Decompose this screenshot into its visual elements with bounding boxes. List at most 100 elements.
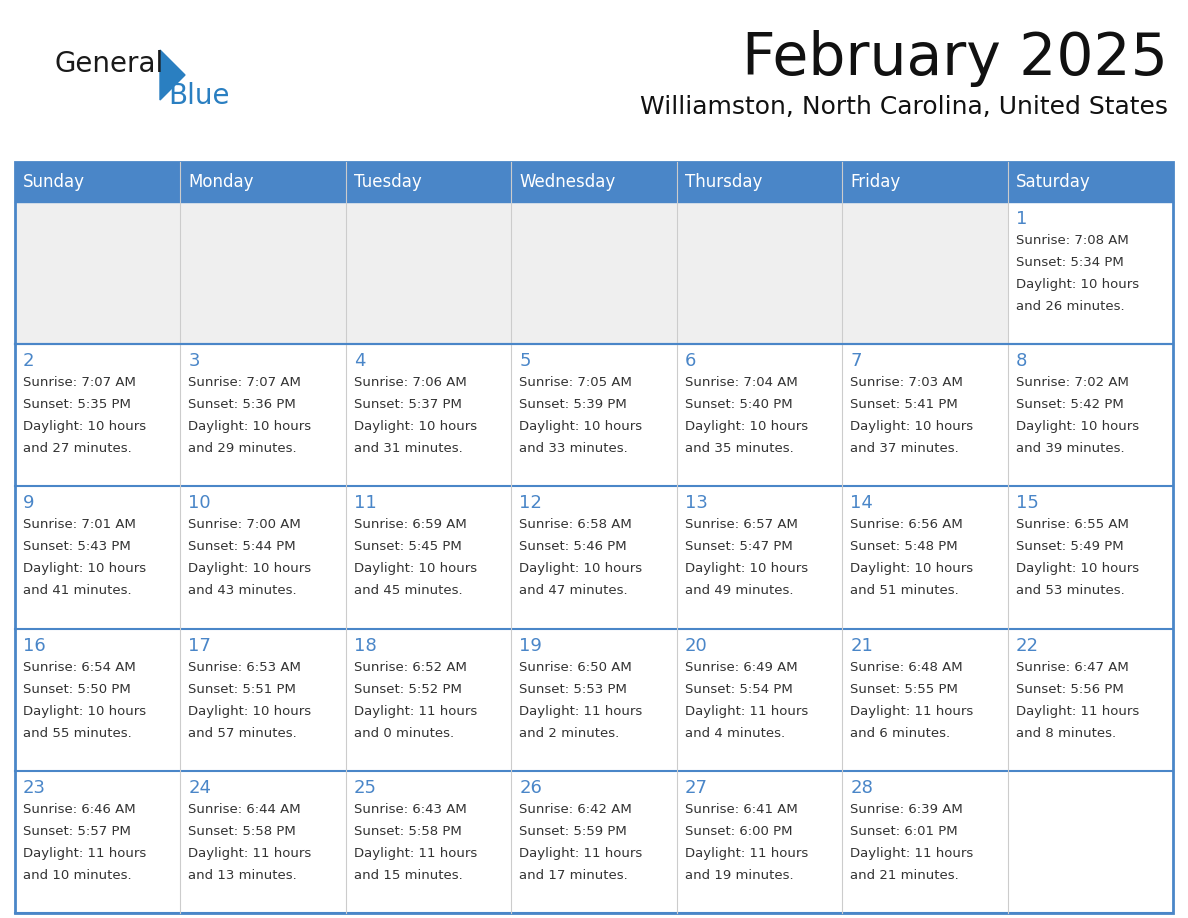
Text: Daylight: 11 hours: Daylight: 11 hours — [354, 705, 478, 718]
Text: Sunrise: 6:47 AM: Sunrise: 6:47 AM — [1016, 661, 1129, 674]
Text: 21: 21 — [851, 636, 873, 655]
Text: Sunrise: 7:07 AM: Sunrise: 7:07 AM — [23, 376, 135, 389]
Text: 23: 23 — [23, 778, 46, 797]
Text: and 41 minutes.: and 41 minutes. — [23, 585, 132, 598]
Text: and 4 minutes.: and 4 minutes. — [684, 727, 785, 740]
Text: Daylight: 10 hours: Daylight: 10 hours — [189, 563, 311, 576]
Text: 28: 28 — [851, 778, 873, 797]
Text: and 19 minutes.: and 19 minutes. — [684, 868, 794, 882]
Text: Sunrise: 7:03 AM: Sunrise: 7:03 AM — [851, 376, 963, 389]
Text: Sunrise: 7:02 AM: Sunrise: 7:02 AM — [1016, 376, 1129, 389]
Text: Daylight: 10 hours: Daylight: 10 hours — [23, 705, 146, 718]
Bar — [1007, 344, 1173, 487]
Bar — [15, 202, 181, 344]
Bar — [15, 487, 181, 629]
Text: 4: 4 — [354, 353, 366, 370]
Text: Sunrise: 7:04 AM: Sunrise: 7:04 AM — [684, 376, 797, 389]
Text: 1: 1 — [1016, 210, 1026, 228]
Bar — [677, 344, 842, 487]
Text: Sunrise: 6:46 AM: Sunrise: 6:46 AM — [23, 803, 135, 816]
Text: Sunset: 5:46 PM: Sunset: 5:46 PM — [519, 541, 627, 554]
Text: and 15 minutes.: and 15 minutes. — [354, 868, 462, 882]
Bar — [511, 629, 677, 771]
Text: Sunset: 5:50 PM: Sunset: 5:50 PM — [23, 683, 131, 696]
Text: and 2 minutes.: and 2 minutes. — [519, 727, 619, 740]
Text: Sunset: 5:45 PM: Sunset: 5:45 PM — [354, 541, 462, 554]
Text: and 0 minutes.: and 0 minutes. — [354, 727, 454, 740]
Text: Sunset: 5:35 PM: Sunset: 5:35 PM — [23, 398, 131, 411]
Text: Sunset: 5:59 PM: Sunset: 5:59 PM — [519, 824, 627, 838]
Text: Sunrise: 6:42 AM: Sunrise: 6:42 AM — [519, 803, 632, 816]
Text: Sunset: 5:44 PM: Sunset: 5:44 PM — [189, 541, 296, 554]
Bar — [181, 202, 346, 344]
Text: and 17 minutes.: and 17 minutes. — [519, 868, 628, 882]
Bar — [511, 771, 677, 913]
Bar — [677, 629, 842, 771]
Bar — [15, 771, 181, 913]
Text: and 49 minutes.: and 49 minutes. — [684, 585, 794, 598]
Text: 14: 14 — [851, 495, 873, 512]
Text: 16: 16 — [23, 636, 46, 655]
Text: Sunset: 5:40 PM: Sunset: 5:40 PM — [684, 398, 792, 411]
Text: Daylight: 10 hours: Daylight: 10 hours — [189, 420, 311, 433]
Text: 22: 22 — [1016, 636, 1038, 655]
Text: Sunset: 5:52 PM: Sunset: 5:52 PM — [354, 683, 462, 696]
Bar — [346, 202, 511, 344]
Text: Sunrise: 6:52 AM: Sunrise: 6:52 AM — [354, 661, 467, 674]
Bar — [842, 162, 1007, 202]
Bar — [677, 771, 842, 913]
Text: Monday: Monday — [189, 173, 254, 191]
Text: and 53 minutes.: and 53 minutes. — [1016, 585, 1124, 598]
Bar — [181, 162, 346, 202]
Text: 10: 10 — [189, 495, 211, 512]
Text: Sunset: 5:54 PM: Sunset: 5:54 PM — [684, 683, 792, 696]
Text: 17: 17 — [189, 636, 211, 655]
Text: Sunrise: 7:08 AM: Sunrise: 7:08 AM — [1016, 234, 1129, 247]
Text: Sunset: 5:39 PM: Sunset: 5:39 PM — [519, 398, 627, 411]
Text: Daylight: 10 hours: Daylight: 10 hours — [354, 420, 478, 433]
Text: Sunset: 5:51 PM: Sunset: 5:51 PM — [189, 683, 296, 696]
Text: Daylight: 11 hours: Daylight: 11 hours — [851, 705, 973, 718]
Text: Daylight: 11 hours: Daylight: 11 hours — [354, 846, 478, 860]
Bar — [842, 629, 1007, 771]
Bar — [1007, 629, 1173, 771]
Bar — [842, 202, 1007, 344]
Text: and 57 minutes.: and 57 minutes. — [189, 727, 297, 740]
Text: Sunrise: 7:00 AM: Sunrise: 7:00 AM — [189, 519, 302, 532]
Text: and 27 minutes.: and 27 minutes. — [23, 442, 132, 455]
Bar — [677, 487, 842, 629]
Text: Sunset: 5:36 PM: Sunset: 5:36 PM — [189, 398, 296, 411]
Text: Sunset: 6:01 PM: Sunset: 6:01 PM — [851, 824, 958, 838]
Bar — [1007, 487, 1173, 629]
Text: Sunrise: 6:43 AM: Sunrise: 6:43 AM — [354, 803, 467, 816]
Text: and 26 minutes.: and 26 minutes. — [1016, 300, 1124, 313]
Text: Sunrise: 7:07 AM: Sunrise: 7:07 AM — [189, 376, 302, 389]
Text: Sunrise: 7:01 AM: Sunrise: 7:01 AM — [23, 519, 135, 532]
Text: Sunrise: 6:48 AM: Sunrise: 6:48 AM — [851, 661, 962, 674]
Text: Sunrise: 6:56 AM: Sunrise: 6:56 AM — [851, 519, 963, 532]
Text: Daylight: 10 hours: Daylight: 10 hours — [1016, 278, 1138, 291]
Bar — [181, 344, 346, 487]
Text: 7: 7 — [851, 353, 861, 370]
Text: and 33 minutes.: and 33 minutes. — [519, 442, 628, 455]
Bar — [346, 344, 511, 487]
Text: Sunset: 5:55 PM: Sunset: 5:55 PM — [851, 683, 958, 696]
Text: Sunset: 5:58 PM: Sunset: 5:58 PM — [354, 824, 462, 838]
Bar — [15, 162, 1173, 913]
Text: 25: 25 — [354, 778, 377, 797]
Text: 24: 24 — [189, 778, 211, 797]
Polygon shape — [160, 50, 185, 100]
Text: and 47 minutes.: and 47 minutes. — [519, 585, 628, 598]
Text: and 21 minutes.: and 21 minutes. — [851, 868, 959, 882]
Text: and 45 minutes.: and 45 minutes. — [354, 585, 462, 598]
Bar — [842, 771, 1007, 913]
Text: Daylight: 10 hours: Daylight: 10 hours — [684, 420, 808, 433]
Bar — [15, 344, 181, 487]
Bar — [511, 202, 677, 344]
Text: 12: 12 — [519, 495, 542, 512]
Text: and 43 minutes.: and 43 minutes. — [189, 585, 297, 598]
Text: Sunset: 5:56 PM: Sunset: 5:56 PM — [1016, 683, 1124, 696]
Text: Sunrise: 6:59 AM: Sunrise: 6:59 AM — [354, 519, 467, 532]
Bar — [511, 344, 677, 487]
Text: Thursday: Thursday — [684, 173, 762, 191]
